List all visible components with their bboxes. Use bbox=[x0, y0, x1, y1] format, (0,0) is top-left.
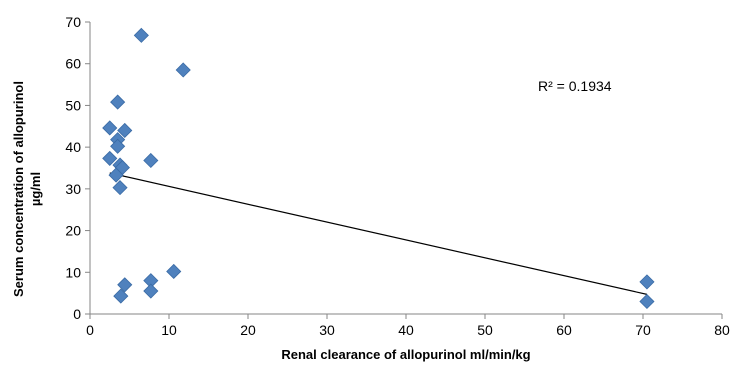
data-point bbox=[113, 288, 129, 304]
data-point bbox=[110, 138, 126, 154]
x-tick-label: 20 bbox=[240, 322, 256, 338]
y-axis-title-line2: µg/ml bbox=[28, 172, 43, 206]
data-point bbox=[117, 277, 133, 293]
y-tick-label: 10 bbox=[65, 264, 81, 280]
data-point bbox=[143, 283, 159, 299]
x-tick-label: 40 bbox=[398, 322, 414, 338]
x-axis-ticks: 0 10 20 30 40 50 60 70 80 bbox=[86, 314, 730, 338]
x-tick-label: 10 bbox=[161, 322, 177, 338]
data-point bbox=[110, 94, 126, 110]
x-tick-label: 0 bbox=[86, 322, 94, 338]
r-squared-annotation: R² = 0.1934 bbox=[538, 78, 612, 94]
data-point bbox=[639, 293, 655, 310]
x-tick-label: 50 bbox=[477, 322, 493, 338]
x-axis-title: Renal clearance of allopurinol ml/min/kg bbox=[281, 347, 530, 362]
data-point bbox=[143, 152, 159, 169]
x-tick-label: 30 bbox=[319, 322, 335, 338]
data-point bbox=[639, 274, 655, 290]
y-tick-label: 0 bbox=[73, 306, 81, 322]
x-tick-label: 70 bbox=[635, 322, 651, 338]
y-tick-label: 70 bbox=[65, 14, 81, 30]
y-tick-label: 20 bbox=[65, 223, 81, 239]
y-tick-label: 60 bbox=[65, 56, 81, 72]
data-point bbox=[102, 120, 118, 136]
data-point bbox=[175, 62, 191, 78]
data-point bbox=[102, 150, 118, 166]
y-tick-label: 30 bbox=[65, 181, 81, 197]
y-axis-ticks: 0 10 20 30 40 50 60 70 bbox=[65, 14, 90, 322]
y-axis-title-line1: Serum concentration of allopurinol bbox=[11, 81, 26, 297]
data-point bbox=[117, 122, 133, 139]
data-points bbox=[102, 27, 655, 310]
data-point bbox=[112, 180, 128, 196]
data-point bbox=[166, 263, 182, 280]
data-point bbox=[133, 27, 149, 43]
y-tick-label: 50 bbox=[65, 97, 81, 113]
trendline bbox=[109, 172, 648, 295]
y-tick-label: 40 bbox=[65, 139, 81, 155]
x-tick-label: 80 bbox=[714, 322, 730, 338]
x-tick-label: 60 bbox=[556, 322, 572, 338]
data-point bbox=[108, 167, 124, 183]
